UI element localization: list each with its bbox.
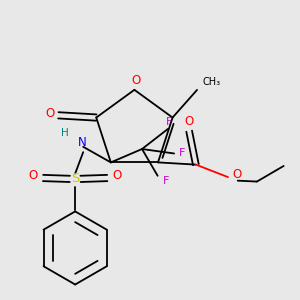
Text: S: S xyxy=(71,172,80,185)
Text: O: O xyxy=(131,74,140,86)
Text: O: O xyxy=(28,169,38,182)
Text: N: N xyxy=(77,136,86,149)
Text: CH₃: CH₃ xyxy=(202,77,220,87)
Text: O: O xyxy=(184,115,194,128)
Text: F: F xyxy=(179,148,185,158)
Text: H: H xyxy=(61,128,68,138)
Text: O: O xyxy=(232,168,242,182)
Text: O: O xyxy=(46,106,55,120)
Text: F: F xyxy=(166,117,172,127)
Text: O: O xyxy=(112,169,122,182)
Text: F: F xyxy=(163,176,169,186)
